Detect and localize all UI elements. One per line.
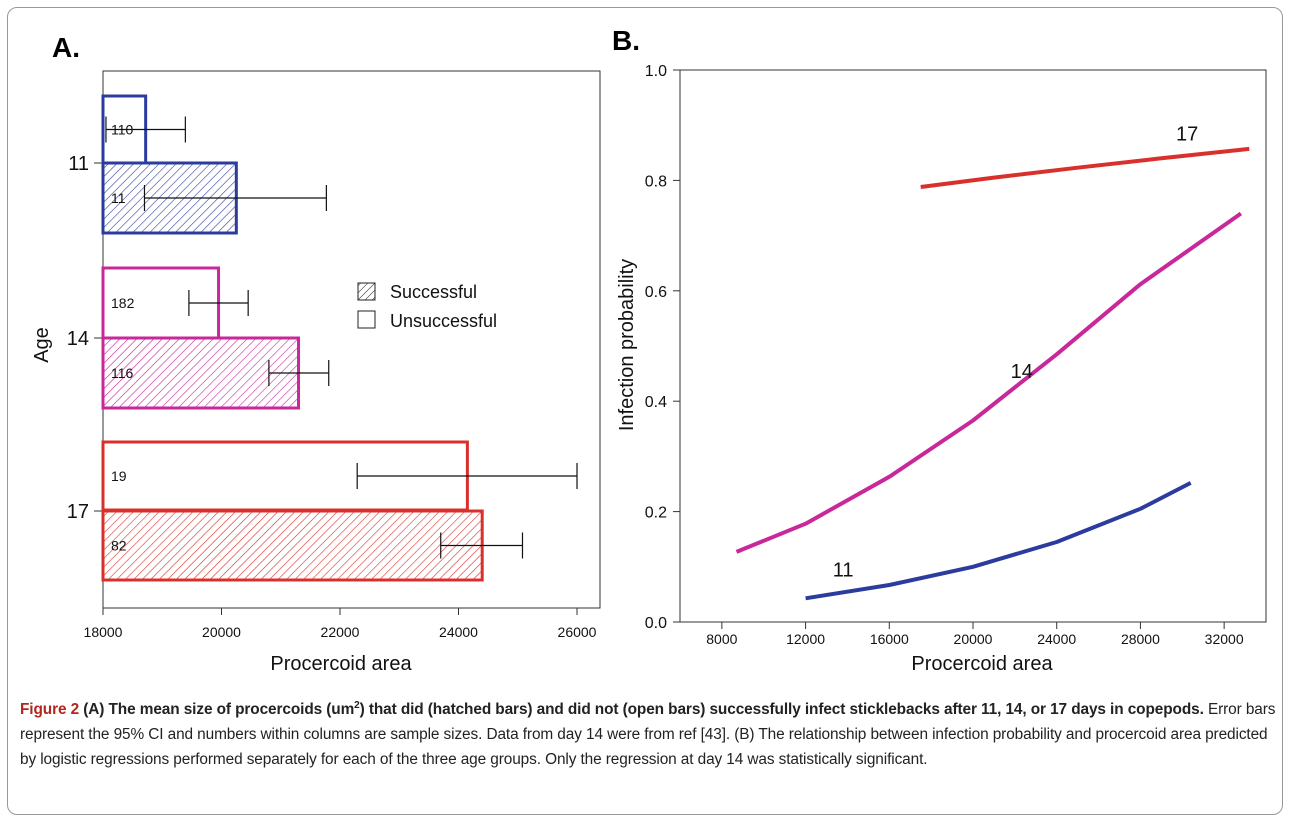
bar-age-17-successful <box>101 509 484 582</box>
panel-b-lines: 17 14 11 <box>735 123 1250 601</box>
panel-a-xtick-label: 24000 <box>439 624 478 640</box>
figure-frame <box>7 7 1283 815</box>
legend-swatch-unsuccessful <box>357 310 376 329</box>
panel-b-xtick-label: 32000 <box>1205 631 1244 647</box>
panel-a-ylabel: Age <box>31 327 53 363</box>
panel-b-ytick-label: 0.4 <box>645 394 667 411</box>
panel-a-xtick-label: 22000 <box>321 624 360 640</box>
panel-b-xtick-label: 28000 <box>1121 631 1160 647</box>
line-series-age-11 <box>805 481 1192 601</box>
bar-sample-size-label: 182 <box>111 295 135 311</box>
panel-a-xtick-label: 18000 <box>84 624 123 640</box>
panel-a-xtick-label: 20000 <box>202 624 241 640</box>
series-label-age-17: 17 <box>1176 123 1198 145</box>
figure-caption: Figure 2 (A) The mean size of procercoid… <box>20 697 1278 772</box>
panel-a-label: A. <box>52 32 80 63</box>
bar-sample-size-label: 82 <box>111 538 127 554</box>
panel-b-xtick-label: 16000 <box>870 631 909 647</box>
line-series-age-17 <box>920 146 1250 189</box>
panel-b-xtick-label: 8000 <box>706 631 737 647</box>
panel-a-x-axis: 18000 20000 22000 24000 26000 <box>84 608 597 640</box>
panel-b-xtick-label: 24000 <box>1037 631 1076 647</box>
panel-a-xtick-label: 26000 <box>558 624 597 640</box>
caption-bold-text: (A) The mean size of procercoids (um2) t… <box>79 699 1204 718</box>
panel-a-xlabel: Procercoid area <box>270 653 412 675</box>
legend-swatch-successful <box>357 282 376 301</box>
panel-b-ytick-label: 0.6 <box>645 284 667 301</box>
bar-sample-size-label: 19 <box>111 468 127 484</box>
panel-b-ylabel: Infection probability <box>616 259 638 431</box>
series-label-age-11: 11 <box>833 560 854 582</box>
series-label-age-14: 14 <box>1011 361 1033 383</box>
legend-label-unsuccessful: Unsuccessful <box>390 311 497 331</box>
panel-b-y-axis: 0.0 0.2 0.4 0.6 0.8 1.0 <box>645 63 680 632</box>
caption-body: Error bars represent the 95% CI and numb… <box>20 701 1276 768</box>
panel-b-ytick-label: 1.0 <box>645 63 667 80</box>
panel-b-xtick-label: 20000 <box>954 631 993 647</box>
panel-a-ytick-label: 17 <box>67 501 89 523</box>
panel-b-xlabel: Procercoid area <box>911 653 1053 675</box>
panel-a-y-axis: 11 14 17 <box>67 153 103 523</box>
line-series-age-14 <box>735 211 1243 554</box>
panel-b-ytick-label: 0.2 <box>645 505 667 522</box>
panel-b-ytick-label: 0.8 <box>645 173 667 190</box>
bar-sample-size-label: 116 <box>111 365 134 381</box>
panel-b-ytick-label: 0.0 <box>645 615 667 632</box>
panel-a-ytick-label: 11 <box>68 153 89 175</box>
bar-sample-size-label: 11 <box>111 190 126 206</box>
panel-b-xtick-label: 12000 <box>786 631 825 647</box>
legend-label-successful: Successful <box>390 282 477 302</box>
panel-b-label: B. <box>612 25 640 56</box>
panel-b-x-axis: 8000 12000 16000 20000 24000 28000 32000 <box>706 622 1244 647</box>
caption-figure-label: Figure 2 <box>20 701 80 718</box>
legend: Successful Unsuccessful <box>357 282 497 331</box>
panel-a-ytick-label: 14 <box>67 328 89 350</box>
